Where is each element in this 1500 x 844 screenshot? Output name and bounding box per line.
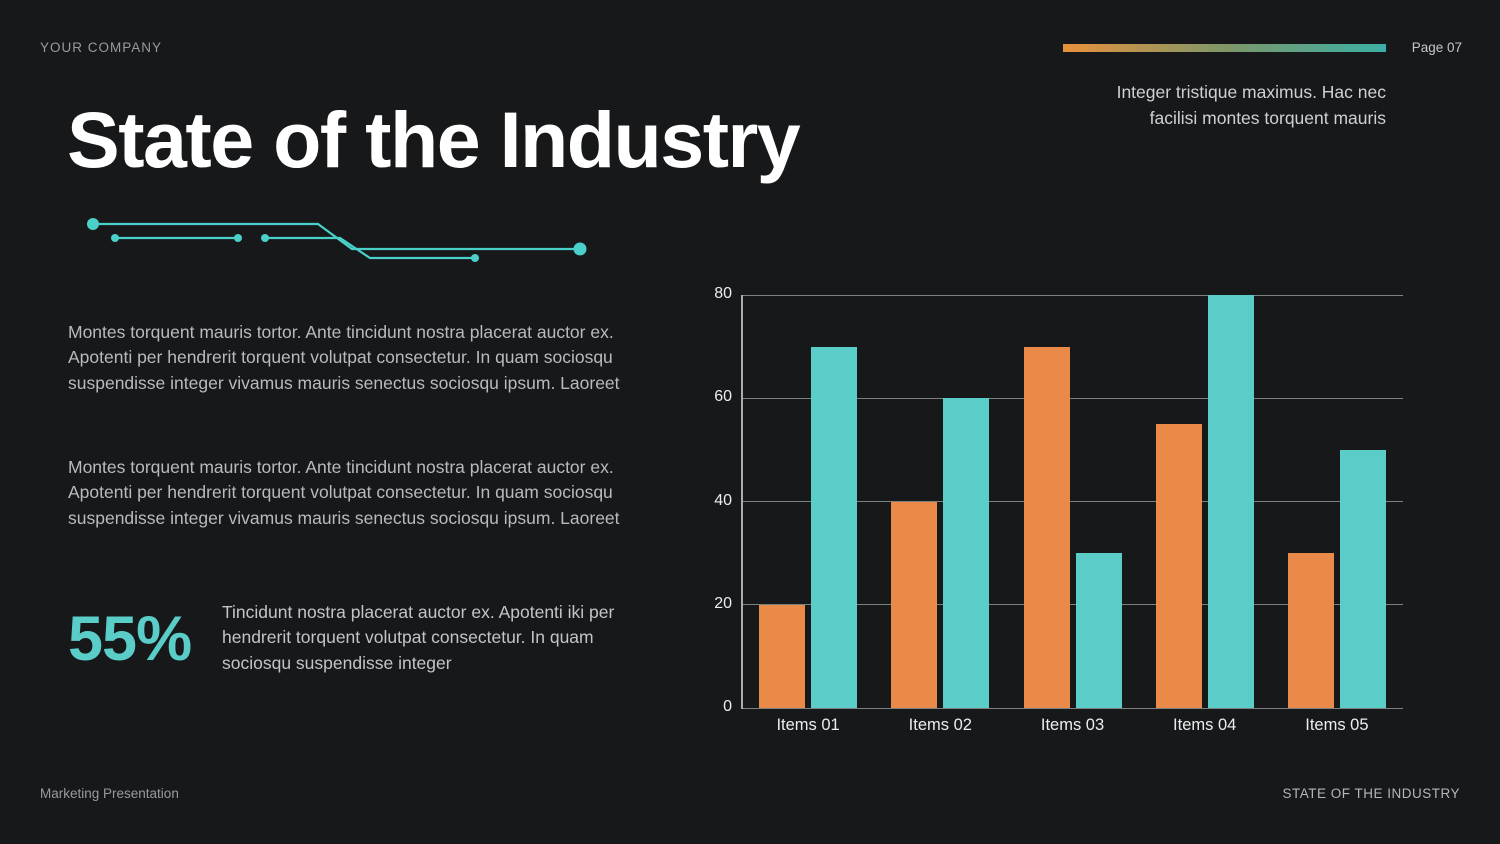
body-paragraph-1: Montes torquent mauris tortor. Ante tinc… (68, 322, 620, 393)
chart-bar-orange-items-02 (891, 501, 938, 708)
chart-gridline-0 (742, 707, 1403, 709)
chart-bar-teal-items-01 (811, 346, 858, 708)
footer-presentation-name: Marketing Presentation (40, 786, 179, 801)
page-number: Page 07 (1411, 40, 1462, 55)
header-note-line2: facilisi montes torquent mauris (1149, 108, 1386, 128)
chart-gridline-80 (742, 294, 1403, 296)
chart-ytick-80: 80 (714, 285, 732, 302)
chart-bar-teal-items-05 (1339, 449, 1386, 708)
stat-description: Tincidunt nostra placerat auctor ex. Apo… (222, 602, 615, 673)
header-note-line1: Integer tristique maximus. Hac nec (1116, 82, 1386, 102)
body-paragraph-2: Montes torquent mauris tortor. Ante tinc… (68, 457, 620, 528)
stat-percentage: 55% (68, 604, 192, 674)
chart-bar-orange-items-01 (759, 604, 806, 708)
chart-category-label: Items 02 (908, 716, 972, 734)
footer-slide-name: STATE OF THE INDUSTRY (1282, 786, 1460, 801)
chart-gridline-60 (742, 397, 1403, 399)
header-note: Integer tristique maximus. Hac nec facil… (1026, 79, 1386, 131)
chart-category-label: Items 05 (1305, 716, 1369, 734)
chart-gridline-20 (742, 604, 1403, 606)
chart-category-label: Items 01 (776, 716, 840, 734)
chart-category-label: Items 03 (1040, 716, 1105, 734)
bar-chart: 0 20 40 60 80 Items 01 Items 02 Items 03 Items 0… (714, 285, 1403, 734)
chart-bar-orange-items-04 (1155, 424, 1202, 708)
chart-category-label: Items 04 (1173, 716, 1237, 734)
chart-y-axis-line (741, 295, 743, 709)
page-title: State of the Industry (67, 95, 801, 184)
chart-ytick-40: 40 (714, 491, 732, 509)
chart-bar-orange-items-03 (1023, 346, 1070, 708)
chart-ytick-0: 0 (723, 698, 732, 715)
chart-bar-teal-items-03 (1075, 553, 1122, 708)
chart-bar-teal-items-02 (943, 398, 990, 708)
chart-bar-orange-items-05 (1287, 553, 1334, 708)
chart-ytick-60: 60 (714, 388, 732, 406)
chart-ytick-20: 20 (714, 594, 732, 612)
company-label: YOUR COMPANY (40, 40, 163, 55)
chart-bar-teal-items-04 (1207, 295, 1254, 708)
chart-gridline-40 (742, 501, 1403, 502)
circuit-line-decoration (87, 218, 587, 262)
header-gradient-bar (1063, 44, 1386, 52)
